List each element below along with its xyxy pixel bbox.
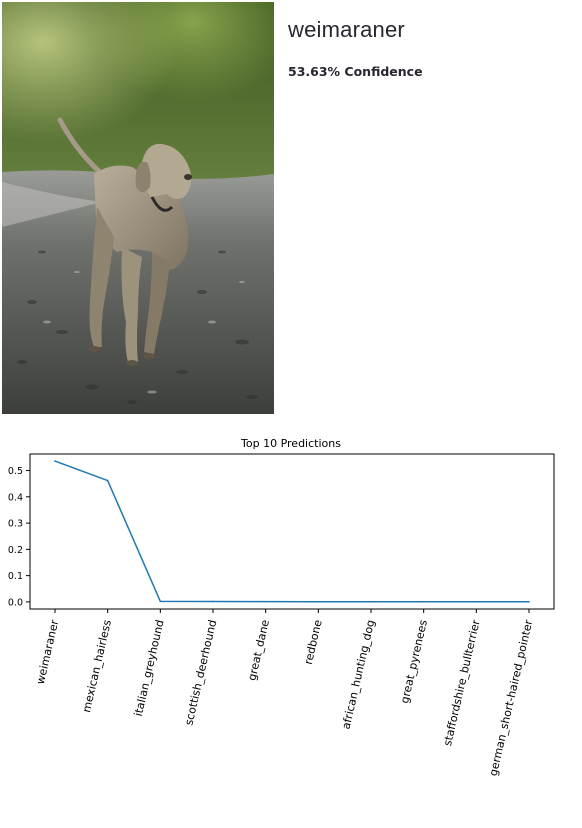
data-point xyxy=(159,600,162,603)
data-points xyxy=(54,460,530,603)
x-tick-label: redbone xyxy=(302,618,325,665)
x-tick-label: german_short-haired_pointer xyxy=(487,618,536,777)
plot-frame xyxy=(29,453,555,610)
series-line xyxy=(54,460,530,603)
data-point xyxy=(422,600,425,603)
data-point xyxy=(264,600,267,603)
data-point xyxy=(106,479,109,482)
data-point xyxy=(528,601,530,603)
x-tick-label: scottish_deerhound xyxy=(182,619,219,727)
chart-title: Top 10 Predictions xyxy=(240,437,341,450)
x-tick-label: mexican_hairless xyxy=(80,618,114,713)
y-tick-label: 0.1 xyxy=(8,571,23,582)
y-tick-label: 0.3 xyxy=(8,519,23,530)
x-tick-label: italian_greyhound xyxy=(132,619,167,718)
y-tick-label: 0.5 xyxy=(8,466,23,477)
top-predictions-chart: Top 10 Predictions 0.0 0.1 0.2 0.3 0.4 0.5 we… xyxy=(8,437,555,777)
data-point xyxy=(54,460,56,462)
y-tick-label: 0.2 xyxy=(8,545,23,556)
data-point xyxy=(370,600,372,603)
x-tick-label: weimaraner xyxy=(34,618,62,686)
confidence-text: 53.63% Confidence xyxy=(288,64,423,79)
data-point xyxy=(475,600,478,603)
x-axis: weimaraner mexican_hairless italian_greyho… xyxy=(34,609,536,777)
y-tick-label: 0.0 xyxy=(8,597,23,608)
data-point xyxy=(317,600,320,603)
x-tick-label: african_hunting_dog xyxy=(339,619,377,731)
y-axis: 0.0 0.1 0.2 0.3 0.4 0.5 xyxy=(8,466,30,608)
prediction-label: weimaraner xyxy=(288,17,405,42)
data-point xyxy=(212,600,214,603)
x-tick-label: staffordshire_bullterrier xyxy=(441,618,483,747)
dog-photo xyxy=(2,2,274,414)
x-tick-label: great_pyrenees xyxy=(398,618,430,704)
x-tick-label: great_dane xyxy=(245,618,272,682)
prediction-image xyxy=(2,2,274,414)
y-tick-label: 0.4 xyxy=(8,492,23,503)
